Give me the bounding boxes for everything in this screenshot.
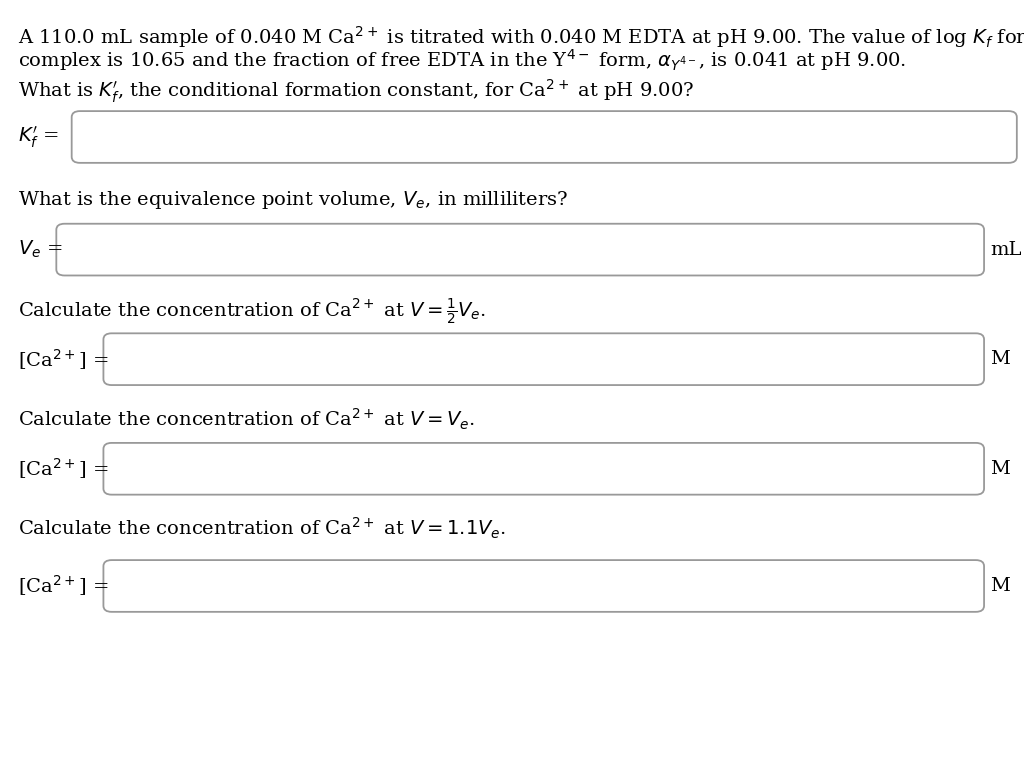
Text: What is the equivalence point volume, $V_e$, in milliliters?: What is the equivalence point volume, $V… [18,189,568,211]
Text: Calculate the concentration of Ca$^{2+}$ at $V = 1.1V_e$.: Calculate the concentration of Ca$^{2+}$… [18,516,507,541]
Text: mL: mL [990,240,1022,259]
Text: [Ca$^{2+}$] =: [Ca$^{2+}$] = [18,574,109,598]
Text: What is $K_f'$, the conditional formation constant, for Ca$^{2+}$ at pH 9.00?: What is $K_f'$, the conditional formatio… [18,78,694,105]
Text: $V_e$ =: $V_e$ = [18,239,63,260]
Text: M: M [990,460,1010,478]
Text: Calculate the concentration of Ca$^{2+}$ at $V = V_e$.: Calculate the concentration of Ca$^{2+}$… [18,406,475,431]
Text: [Ca$^{2+}$] =: [Ca$^{2+}$] = [18,347,109,371]
FancyBboxPatch shape [103,333,984,385]
FancyBboxPatch shape [56,224,984,275]
Text: Calculate the concentration of Ca$^{2+}$ at $V = \frac{1}{2}V_e$.: Calculate the concentration of Ca$^{2+}$… [18,297,486,327]
Text: complex is 10.65 and the fraction of free EDTA in the Y$^{4-}$ form, $\alpha_{Y^: complex is 10.65 and the fraction of fre… [18,47,906,73]
FancyBboxPatch shape [103,560,984,612]
FancyBboxPatch shape [103,443,984,495]
Text: $K_f'$ =: $K_f'$ = [18,124,59,150]
FancyBboxPatch shape [72,111,1017,163]
Text: M: M [990,577,1010,595]
Text: A 110.0 mL sample of 0.040 M Ca$^{2+}$ is titrated with 0.040 M EDTA at pH 9.00.: A 110.0 mL sample of 0.040 M Ca$^{2+}$ i… [18,24,1024,50]
Text: [Ca$^{2+}$] =: [Ca$^{2+}$] = [18,457,109,481]
Text: M: M [990,350,1010,368]
